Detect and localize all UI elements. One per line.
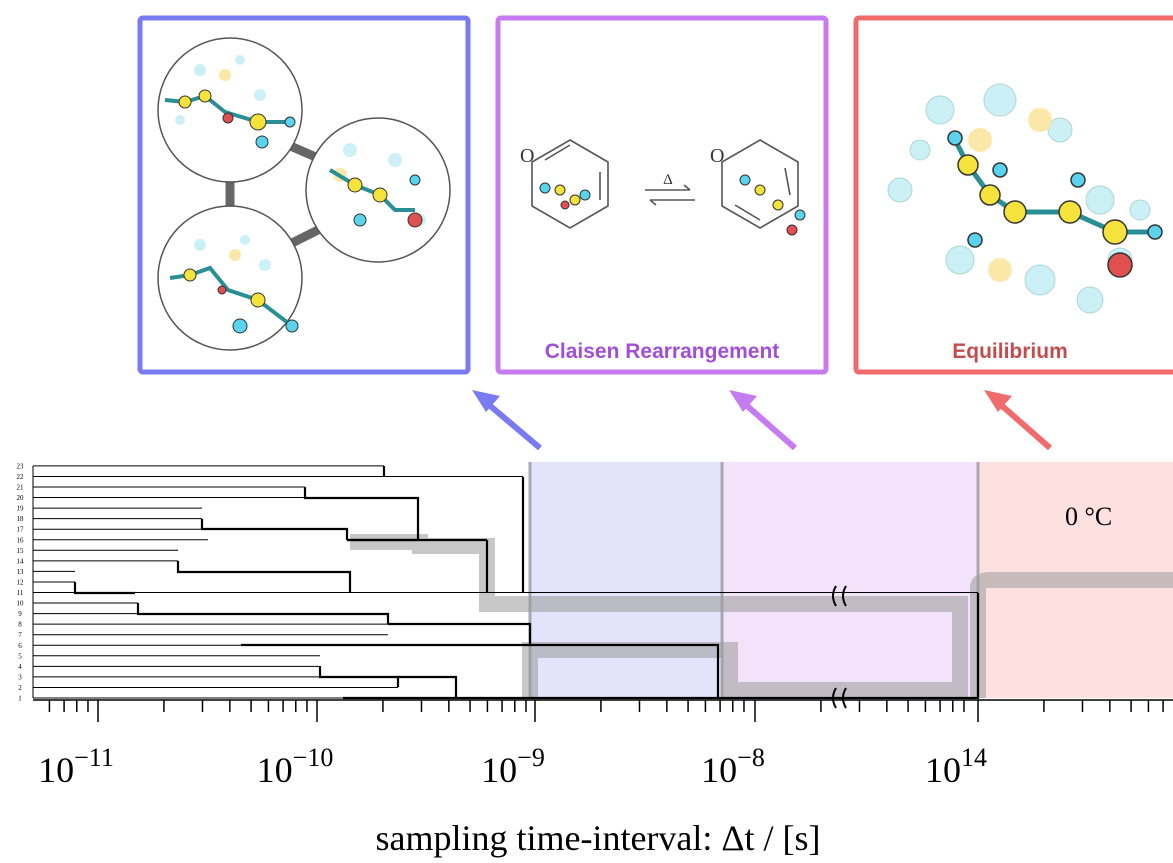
panel-frame bbox=[495, 15, 829, 375]
leaf-label: 6 bbox=[18, 642, 22, 650]
leaf-label: 4 bbox=[18, 663, 22, 671]
leaf-label: 2 bbox=[18, 684, 22, 692]
reaction-scheme bbox=[531, 139, 806, 236]
leaf-label: 3 bbox=[18, 673, 22, 681]
leaf-label: 17 bbox=[17, 526, 25, 534]
x-axis-label: sampling time-interval: Δt / [s] bbox=[375, 818, 820, 858]
dendrogram bbox=[32, 465, 980, 700]
tick-exponent: −11 bbox=[74, 743, 114, 772]
leaf-label: 19 bbox=[17, 505, 25, 513]
leaf-label: 8 bbox=[18, 621, 22, 629]
tick-base: 10 bbox=[701, 750, 737, 790]
merge-branch bbox=[318, 666, 398, 679]
leaf-label: 9 bbox=[18, 610, 22, 618]
leaf-label: 14 bbox=[17, 557, 25, 565]
tick-base: 10 bbox=[925, 750, 961, 790]
leaf-label: 16 bbox=[17, 536, 25, 544]
panel-label: Claisen Rearrangement bbox=[545, 340, 780, 363]
leaf-label: 18 bbox=[17, 515, 25, 523]
axis-break bbox=[832, 585, 847, 709]
leaf-label: 21 bbox=[17, 484, 25, 492]
atom-label: O bbox=[520, 145, 534, 167]
leaf-label: 11 bbox=[17, 589, 24, 597]
leaf-label: 20 bbox=[17, 494, 25, 502]
x-tick-label: 10−8 bbox=[701, 743, 765, 790]
merge-branch bbox=[388, 622, 532, 645]
tick-base: 10 bbox=[257, 750, 293, 790]
region-blue bbox=[530, 462, 722, 698]
leaf-label: 23 bbox=[17, 462, 25, 470]
merge-branch bbox=[303, 487, 420, 540]
leaf-label: 15 bbox=[17, 547, 25, 555]
merge-branch bbox=[343, 593, 980, 700]
merge-branch bbox=[136, 603, 390, 624]
tick-exponent: −9 bbox=[517, 743, 545, 772]
merge-branch bbox=[200, 519, 349, 540]
merge-branch bbox=[241, 643, 720, 698]
leaf-label: 13 bbox=[17, 568, 25, 576]
tick-exponent: −8 bbox=[737, 743, 765, 772]
panel-label: Equilibrium bbox=[952, 340, 1068, 363]
leaf-label: 10 bbox=[17, 600, 25, 608]
leaf-label: 22 bbox=[17, 473, 25, 481]
tick-exponent: −10 bbox=[293, 743, 334, 772]
arrows bbox=[472, 390, 1052, 451]
condition-label: Δ bbox=[663, 172, 673, 188]
state-network bbox=[157, 37, 451, 351]
merge-branch bbox=[176, 561, 352, 593]
tick-base: 10 bbox=[38, 750, 74, 790]
atom-label: O bbox=[710, 145, 724, 167]
merge-branch bbox=[396, 675, 458, 698]
leaf-label: 7 bbox=[18, 631, 22, 639]
tick-base: 10 bbox=[481, 750, 517, 790]
x-tick-label: 10−11 bbox=[38, 743, 114, 790]
leaf-label: 5 bbox=[18, 652, 22, 660]
highlight-path bbox=[350, 534, 1173, 698]
x-tick-label: 10−10 bbox=[257, 743, 334, 790]
temperature-label: 0 °C bbox=[1065, 502, 1112, 531]
leaf-label: 12 bbox=[17, 578, 25, 586]
leaf-label: 1 bbox=[18, 695, 22, 703]
merge-branch bbox=[73, 582, 135, 595]
ensemble bbox=[887, 83, 1163, 314]
axis-ticks bbox=[48, 700, 1164, 722]
region-purple bbox=[722, 462, 978, 698]
tick-exponent: 14 bbox=[961, 743, 987, 772]
x-tick-label: 1014 bbox=[925, 743, 987, 790]
x-tick-label: 10−9 bbox=[481, 743, 545, 790]
